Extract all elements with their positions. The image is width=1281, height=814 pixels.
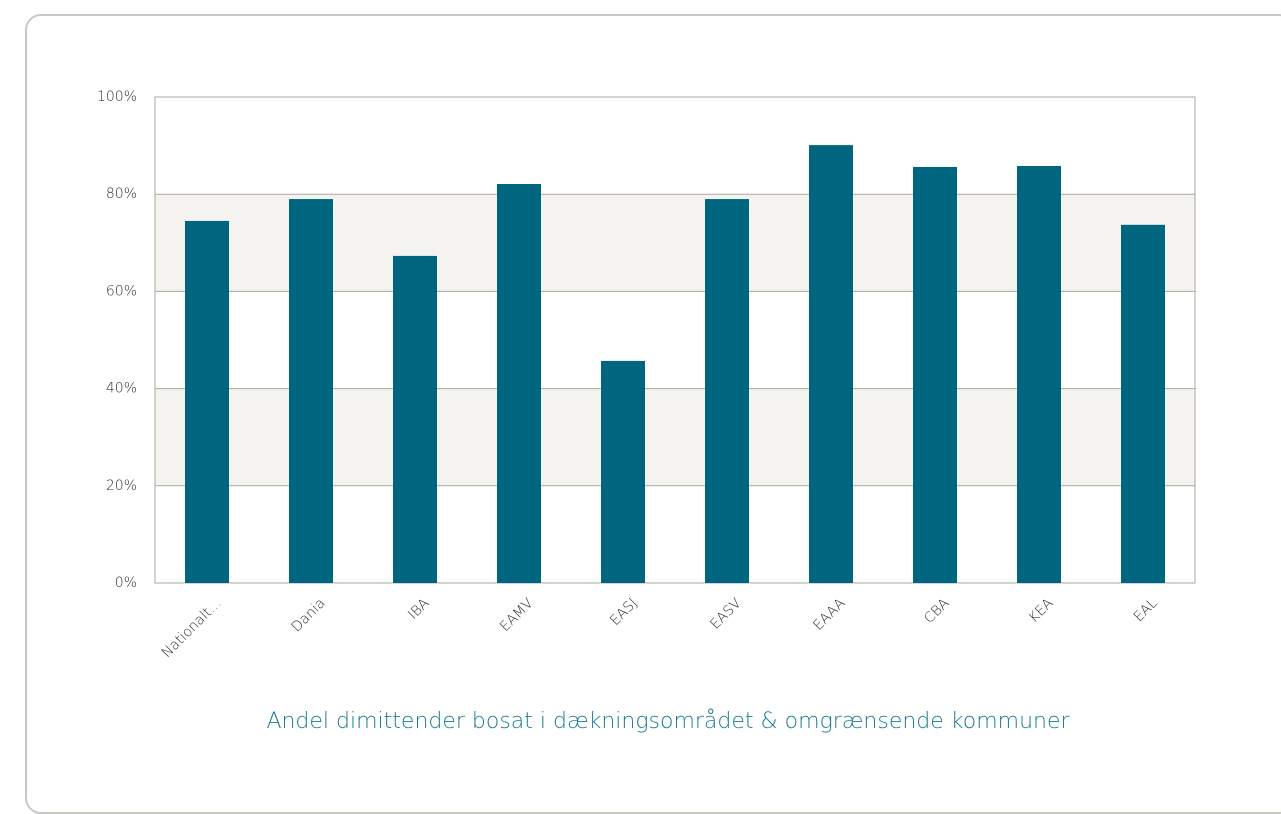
bar <box>393 255 437 583</box>
y-tick-label: 20% <box>106 478 137 494</box>
x-tick-label: EAMV <box>497 595 537 635</box>
bar <box>289 199 333 583</box>
page: {"chart_data": {"type": "bar", "title": … <box>25 14 1281 814</box>
y-tick-label: 60% <box>106 283 137 299</box>
x-tick-label: CBA <box>921 595 953 627</box>
bar <box>497 183 541 583</box>
x-tick-label: Nationalt... <box>159 595 225 661</box>
chart: Andel dimittender bosat i dækningsområde… <box>97 89 1196 734</box>
chart-title: Andel dimittender bosat i dækningsområde… <box>266 709 1070 734</box>
bar <box>1121 224 1165 583</box>
y-tick-label: 40% <box>106 381 137 397</box>
plot-border <box>154 96 1196 584</box>
y-tick-label: 80% <box>106 186 137 202</box>
y-tick-label: 0% <box>115 575 137 591</box>
x-tick-label: Dania <box>289 595 329 635</box>
bar <box>601 360 645 583</box>
x-tick-label: EAAA <box>810 595 849 634</box>
y-tick-label: 100% <box>97 89 137 105</box>
bar <box>1017 166 1061 583</box>
bar <box>185 220 229 583</box>
bar <box>809 145 853 583</box>
x-tick-label: EASJ <box>607 595 641 629</box>
x-tick-label: KEA <box>1026 595 1057 626</box>
x-tick-label: IBA <box>405 595 433 623</box>
bar <box>913 166 957 583</box>
bar <box>705 199 749 583</box>
x-tick-label: EASV <box>707 595 745 633</box>
x-tick-label: EAL <box>1131 595 1161 625</box>
